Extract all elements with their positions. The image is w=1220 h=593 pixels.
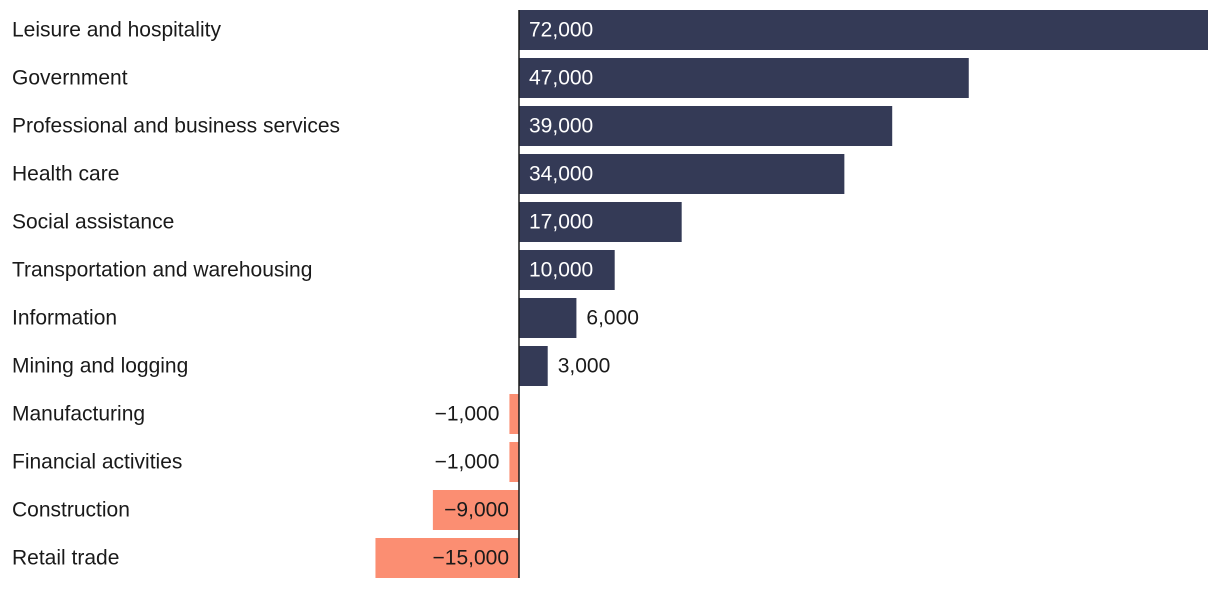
value-label: 3,000 [558,355,611,378]
category-label: Mining and logging [12,355,188,378]
bar-health-care [519,154,845,194]
category-label: Professional and business services [12,115,340,138]
bar-social-assistance [519,202,682,242]
category-label: Transportation and warehousing [12,259,312,282]
category-label: Financial activities [12,451,182,474]
category-label: Government [12,67,128,90]
value-label: 17,000 [529,211,593,234]
category-label: Retail trade [12,547,119,570]
value-label: 47,000 [529,67,593,90]
value-label: −9,000 [444,499,509,522]
bar-professional-and-business-services [519,106,893,146]
value-label: −1,000 [435,451,500,474]
value-label: 72,000 [529,19,593,42]
value-label: 10,000 [529,259,593,282]
value-label: −15,000 [433,547,510,570]
value-label: −1,000 [435,403,500,426]
category-label: Construction [12,499,130,522]
bar-construction [432,490,519,530]
bar-mining-and-logging [519,346,548,386]
category-label: Manufacturing [12,403,145,426]
category-label: Information [12,307,117,330]
value-label: 39,000 [529,115,593,138]
category-label: Leisure and hospitality [12,19,221,42]
bar-information [519,298,577,338]
bar-government [519,58,969,98]
bar-retail-trade [375,538,519,578]
category-label: Social assistance [12,211,174,234]
category-label: Health care [12,163,119,186]
bar-financial-activities [509,442,519,482]
bar-transportation-and-warehousing [519,250,615,290]
value-label: 6,000 [586,307,639,330]
value-label: 34,000 [529,163,593,186]
bar-leisure-and-hospitality [519,10,1208,50]
bar-manufacturing [509,394,519,434]
